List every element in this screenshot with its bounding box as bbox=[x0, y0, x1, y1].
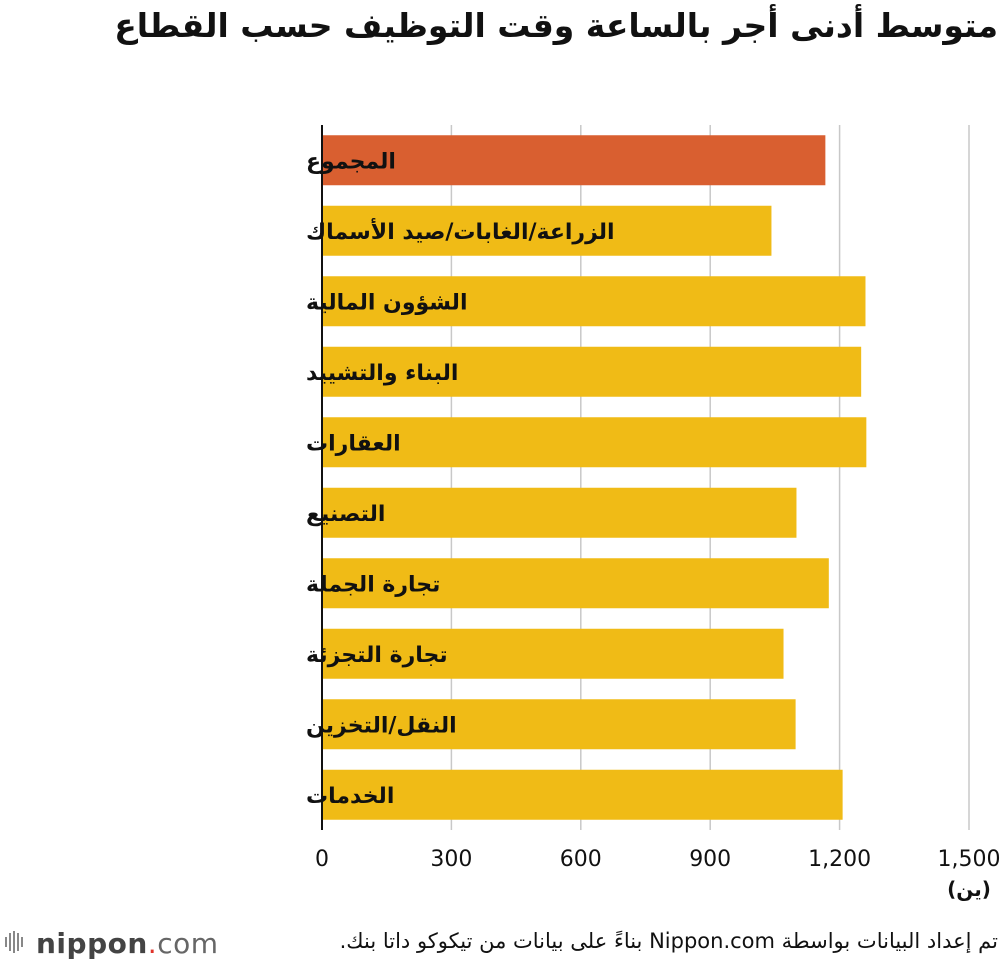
bar bbox=[322, 205, 772, 256]
bar bbox=[322, 346, 862, 397]
bar-chart: المجموع الزراعة/الغابات/صيد الأسماك الشؤون… bbox=[306, 125, 1000, 901]
category-label: تجارة التجزئة bbox=[306, 643, 448, 668]
bar bbox=[322, 769, 843, 820]
bar bbox=[322, 276, 866, 327]
nippon-logo-icon bbox=[4, 929, 30, 962]
bar bbox=[322, 135, 826, 186]
logo-dot: . bbox=[147, 927, 158, 960]
footer: nippon.com تم إعداد البيانات بواسطة Nipp… bbox=[0, 925, 1000, 961]
chart-title: متوسط أدنى أجر بالساعة وقت التوظيف حسب ا… bbox=[114, 6, 998, 45]
x-tick-label: 1,200 bbox=[808, 847, 871, 872]
bar bbox=[322, 487, 797, 538]
bar bbox=[322, 628, 784, 679]
source-note: تم إعداد البيانات بواسطة Nippon.com بناء… bbox=[339, 929, 998, 953]
category-label: المجموع bbox=[306, 149, 396, 174]
unit-label: (ين) bbox=[947, 877, 991, 901]
x-tick-label: 900 bbox=[689, 847, 731, 872]
logo-com: com bbox=[157, 927, 219, 960]
x-tick-label: 600 bbox=[560, 847, 602, 872]
category-label: الشؤون المالية bbox=[306, 290, 468, 315]
bar bbox=[322, 699, 796, 750]
category-label: الزراعة/الغابات/صيد الأسماك bbox=[306, 217, 615, 245]
category-label: الخدمات bbox=[306, 784, 394, 809]
nippon-logo: nippon.com bbox=[4, 927, 219, 962]
x-tick-label: 300 bbox=[430, 847, 472, 872]
category-label: العقارات bbox=[306, 431, 401, 456]
category-label: النقل/التخزين bbox=[306, 713, 457, 738]
category-label: تجارة الجملة bbox=[306, 572, 440, 597]
category-label: البناء والتشييد bbox=[306, 361, 458, 386]
x-tick-label: 0 bbox=[315, 847, 329, 872]
x-tick-label: 1,500 bbox=[938, 847, 1000, 872]
bar bbox=[322, 558, 829, 609]
bar bbox=[322, 417, 867, 468]
logo-name: nippon bbox=[36, 927, 148, 960]
category-label: التصنيع bbox=[306, 502, 385, 527]
